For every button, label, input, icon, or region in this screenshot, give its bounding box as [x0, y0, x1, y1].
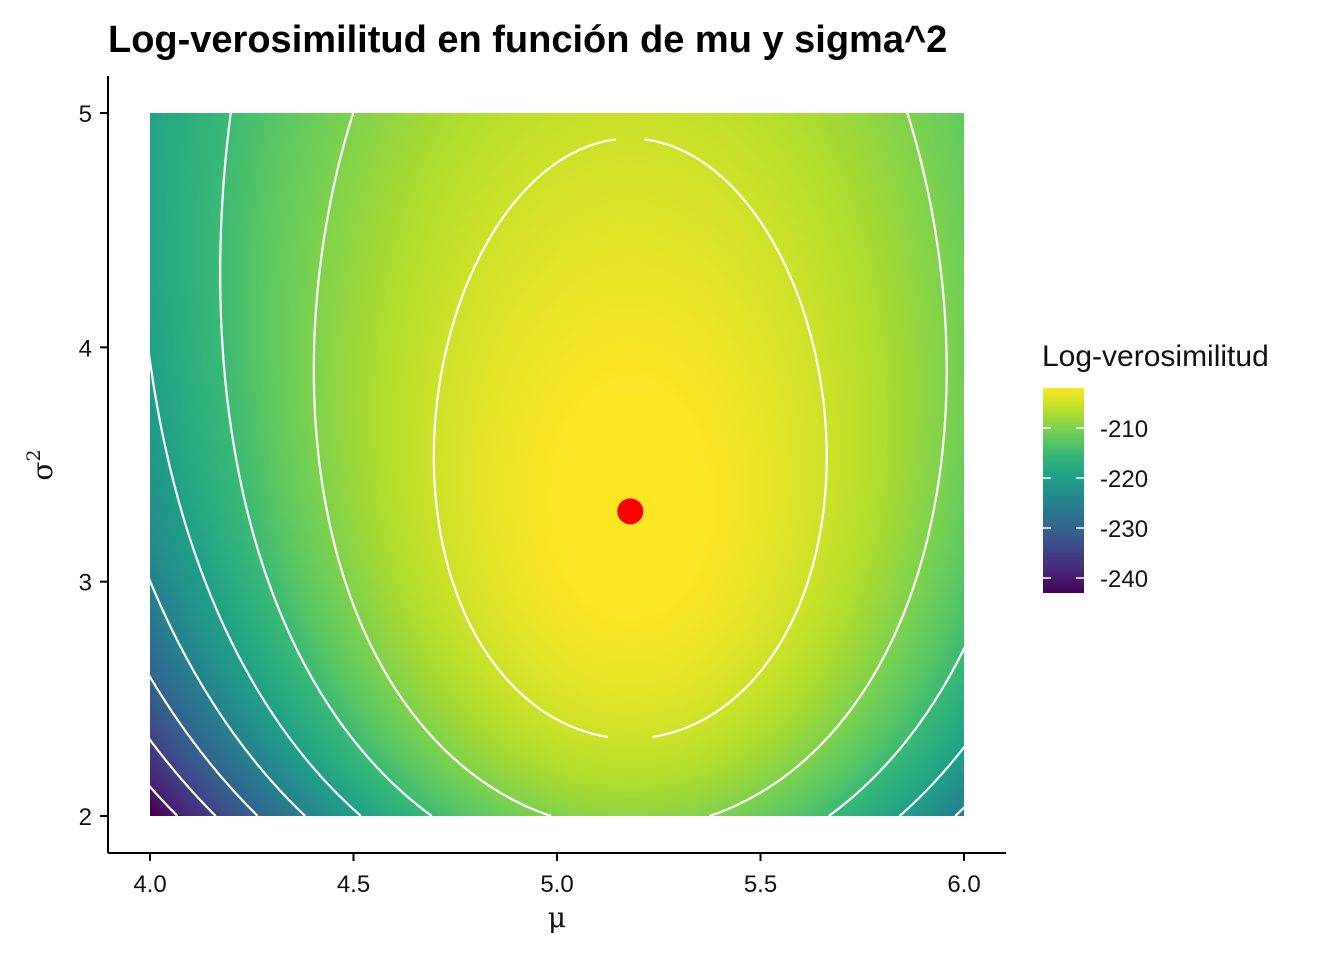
contour-line-left — [432, 138, 617, 738]
x-axis-title: μ — [548, 901, 566, 934]
contour-line-left — [150, 674, 259, 816]
x-tick-label: 5.5 — [744, 871, 777, 898]
maximum-point — [617, 498, 644, 525]
chart-title: Log-verosimilitud en función de mu y sig… — [108, 19, 947, 61]
y-tick-label: 4 — [79, 335, 92, 362]
legend: Log-verosimilitud -210 -220 -230 -240 — [1042, 340, 1269, 593]
y-axis-title-base: σ — [26, 461, 59, 480]
contour-line-right — [644, 138, 828, 738]
contour-line-right — [828, 646, 964, 816]
legend-label: -210 — [1100, 416, 1148, 443]
contour-line-left — [150, 577, 306, 816]
y-tick-label: 2 — [79, 804, 92, 831]
contour-line-right — [1083, 113, 1344, 816]
x-tick-label: 4.5 — [337, 871, 370, 898]
contour-line-left — [150, 353, 362, 816]
legend-label: -240 — [1100, 566, 1148, 593]
plot-panel — [0, 113, 1344, 816]
contour-line-left — [219, 113, 433, 816]
x-axis-ticks: 4.0 4.5 5.0 5.5 6.0 — [133, 853, 981, 898]
contour-line-right — [709, 113, 948, 816]
legend-label: -220 — [1100, 466, 1148, 493]
y-axis-title-sup: 2 — [23, 449, 45, 461]
legend-ticks: -210 -220 -230 -240 — [1043, 416, 1148, 593]
x-tick-label: 5.0 — [540, 871, 573, 898]
y-tick-label: 3 — [79, 570, 92, 597]
y-axis-ticks: 2 3 4 5 — [79, 101, 108, 831]
x-tick-label: 6.0 — [947, 871, 980, 898]
contour-line-right — [1003, 113, 1269, 816]
contour-lines — [0, 113, 1344, 816]
legend-colorbar — [1043, 388, 1084, 593]
legend-label: -230 — [1100, 516, 1148, 543]
y-tick-label: 5 — [79, 101, 92, 128]
contour-line-right — [1118, 113, 1344, 816]
contour-line-left — [312, 113, 552, 816]
y-axis-title: σ2 — [23, 449, 59, 480]
legend-title: Log-verosimilitud — [1042, 340, 1269, 373]
heatmap-fill — [150, 113, 964, 816]
contour-line-left — [0, 113, 142, 816]
x-tick-label: 4.0 — [133, 871, 166, 898]
contour-line-right — [1045, 113, 1331, 816]
